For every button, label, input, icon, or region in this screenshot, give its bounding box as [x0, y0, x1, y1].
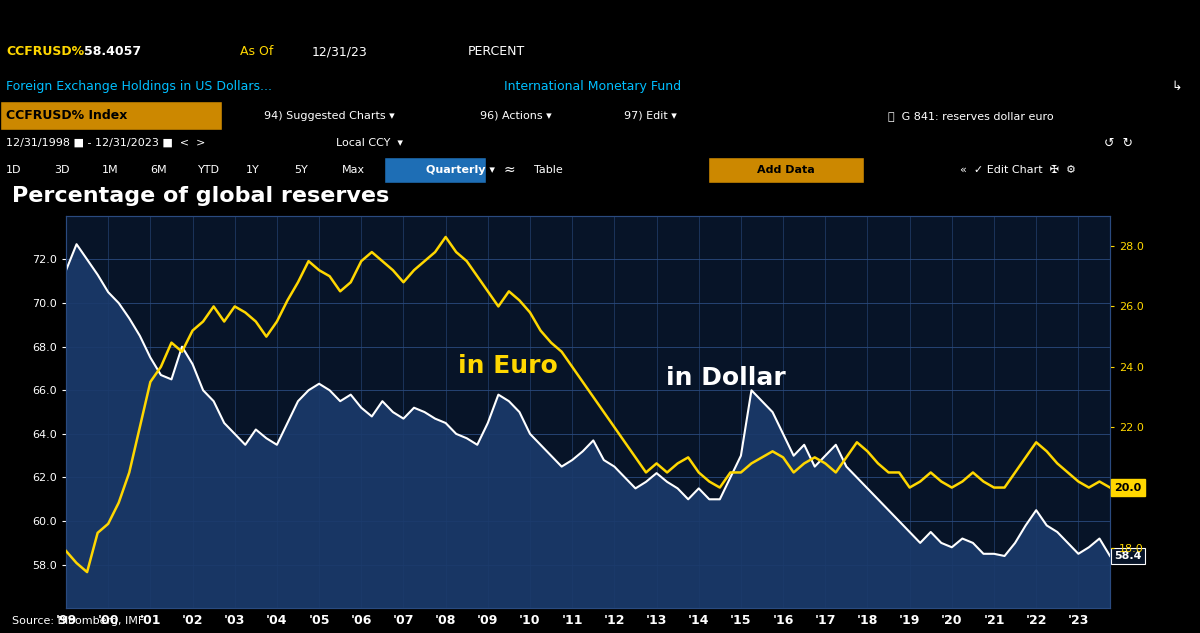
Text: YTD: YTD — [198, 165, 220, 175]
Text: 96) Actions ▾: 96) Actions ▾ — [480, 111, 552, 121]
Text: 12/31/23: 12/31/23 — [312, 46, 367, 58]
Text: 58.4057: 58.4057 — [84, 46, 142, 58]
Text: 94) Suggested Charts ▾: 94) Suggested Charts ▾ — [264, 111, 395, 121]
Text: 6M: 6M — [150, 165, 167, 175]
Text: ≈: ≈ — [504, 163, 516, 177]
Text: Add Data: Add Data — [757, 165, 815, 175]
Text: Foreign Exchange Holdings in US Dollars...: Foreign Exchange Holdings in US Dollars.… — [6, 80, 272, 92]
Text: International Monetary Fund: International Monetary Fund — [504, 80, 682, 92]
Text: «  ✓ Edit Chart  ✠  ⚙: « ✓ Edit Chart ✠ ⚙ — [960, 165, 1076, 175]
Text: Quarterly ▾: Quarterly ▾ — [426, 165, 496, 175]
Text: PERCENT: PERCENT — [468, 46, 526, 58]
Text: Max: Max — [342, 165, 365, 175]
Text: ⧉  G 841: reserves dollar euro: ⧉ G 841: reserves dollar euro — [888, 111, 1054, 121]
Text: 20.0: 20.0 — [1114, 482, 1141, 492]
Text: 12/31/1998 ■ - 12/31/2023 ■  <  >: 12/31/1998 ■ - 12/31/2023 ■ < > — [6, 138, 205, 148]
Text: in Euro: in Euro — [457, 354, 557, 378]
Text: Local CCY  ▾: Local CCY ▾ — [336, 138, 403, 148]
Text: 1M: 1M — [102, 165, 119, 175]
Text: 5Y: 5Y — [294, 165, 307, 175]
Text: 1D: 1D — [6, 165, 22, 175]
Text: 58.4: 58.4 — [1114, 551, 1141, 561]
Text: Source: Bloomberg, IMF: Source: Bloomberg, IMF — [12, 616, 144, 625]
Text: ↳: ↳ — [1171, 80, 1182, 92]
FancyBboxPatch shape — [0, 101, 222, 130]
FancyBboxPatch shape — [384, 157, 486, 183]
Text: 1Y: 1Y — [246, 165, 259, 175]
Text: in Dollar: in Dollar — [666, 366, 786, 389]
FancyBboxPatch shape — [708, 157, 864, 183]
Text: CCFRUSD%: CCFRUSD% — [6, 46, 84, 58]
Text: As Of: As Of — [240, 46, 274, 58]
Text: 97) Edit ▾: 97) Edit ▾ — [624, 111, 677, 121]
Text: 3D: 3D — [54, 165, 70, 175]
Text: Percentage of global reserves: Percentage of global reserves — [12, 186, 389, 206]
Text: ↺  ↻: ↺ ↻ — [1104, 137, 1133, 149]
Text: Table: Table — [534, 165, 563, 175]
Text: CCFRUSD% Index: CCFRUSD% Index — [6, 110, 127, 122]
